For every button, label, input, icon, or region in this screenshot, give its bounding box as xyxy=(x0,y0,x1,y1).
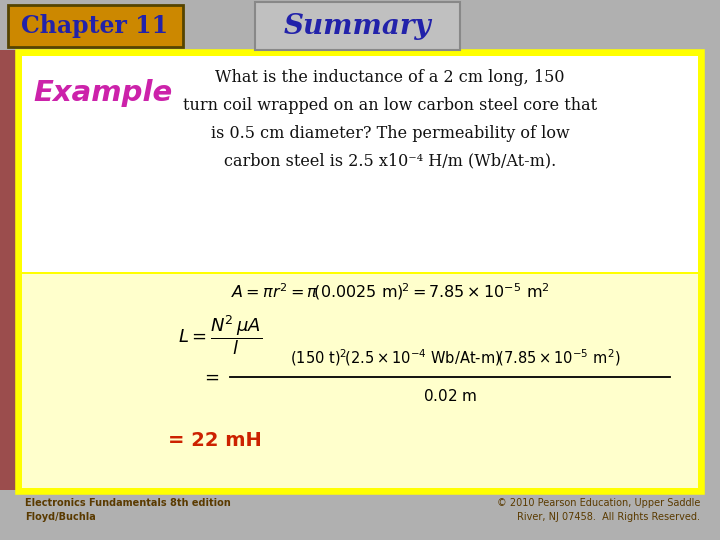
Bar xyxy=(255,2,460,50)
Text: $A = \pi r^2 = \pi\!\left(0.0025\ \mathrm{m}\right)^{\!2} = 7.85\times10^{-5}\ \: $A = \pi r^2 = \pi\!\left(0.0025\ \mathr… xyxy=(230,282,549,302)
Text: turn coil wrapped on an low carbon steel core that: turn coil wrapped on an low carbon steel… xyxy=(183,97,597,113)
Text: Electronics Fundamentals 8th edition
Floyd/Buchla: Electronics Fundamentals 8th edition Flo… xyxy=(25,498,230,522)
Text: is 0.5 cm diameter? The permeability of low: is 0.5 cm diameter? The permeability of … xyxy=(211,125,570,141)
Text: $\left(150\ \mathrm{t}\right)^2\!\left(2.5\times10^{-4}\ \mathrm{Wb/At\text{-}m}: $\left(150\ \mathrm{t}\right)^2\!\left(2… xyxy=(289,348,620,368)
Bar xyxy=(22,56,698,272)
Text: Example: Example xyxy=(33,79,173,107)
Bar xyxy=(18,52,702,492)
Text: $=$: $=$ xyxy=(201,368,220,386)
Text: = 22 mH: = 22 mH xyxy=(168,430,262,449)
Text: © 2010 Pearson Education, Upper Saddle
River, NJ 07458.  All Rights Reserved.: © 2010 Pearson Education, Upper Saddle R… xyxy=(497,498,700,522)
Bar xyxy=(0,50,75,490)
Bar xyxy=(0,50,120,490)
Text: Chapter 11: Chapter 11 xyxy=(22,14,168,38)
Text: $0.02\ \mathrm{m}$: $0.02\ \mathrm{m}$ xyxy=(423,388,477,404)
Text: What is the inductance of a 2 cm long, 150: What is the inductance of a 2 cm long, 1… xyxy=(215,69,564,85)
Bar xyxy=(8,5,183,47)
Text: $L = \dfrac{N^2\,\mu A}{l}$: $L = \dfrac{N^2\,\mu A}{l}$ xyxy=(178,313,262,357)
Text: carbon steel is 2.5 x10⁻⁴ H/m (Wb/At-m).: carbon steel is 2.5 x10⁻⁴ H/m (Wb/At-m). xyxy=(224,152,556,170)
Text: Summary: Summary xyxy=(283,12,431,39)
Bar xyxy=(22,274,698,488)
